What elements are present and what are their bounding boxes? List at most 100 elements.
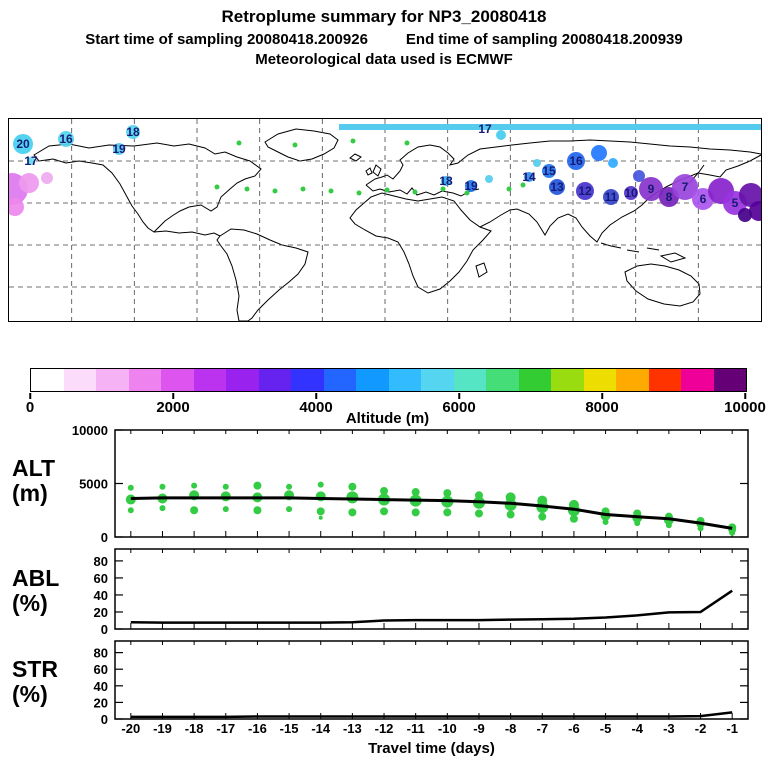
altitude-dot [380,486,389,495]
y-tick-label: 80 [94,554,108,569]
colorbar-segment [31,369,64,391]
colorbar-segment [453,369,486,391]
plume-dot [300,186,306,192]
colorbar-tick [601,393,603,399]
altitude-dot [286,506,293,513]
plume-day-label: 17 [478,122,492,136]
colorbar-segment [356,369,389,391]
altitude-dot [127,507,134,514]
plume-circle [496,130,506,140]
altitude-dot [665,522,672,529]
altitude-dot [159,483,166,490]
altitude-dot [443,489,452,498]
alt-panel-label-line1: ALT [12,455,56,481]
coast-indonesia-2 [626,249,640,253]
sampling-times: Start time of sampling 20080418.200926 E… [0,31,768,48]
colorbar-segment [96,369,129,391]
altitude-dot [602,519,609,526]
x-tick-label: -4 [631,721,643,736]
abl-panel-label-line2: (%) [12,589,48,616]
altitude-dot [286,483,293,490]
coast-central-america [153,230,221,237]
y-tick-label: 40 [94,679,108,694]
str-panel-label-line1: STR [12,656,58,682]
x-tick-label: -3 [663,721,675,736]
plume-day-label: 16 [59,132,73,146]
altitude-dot [348,482,357,491]
coast-madagascar [475,262,488,278]
plume-dot [356,190,362,196]
coast-mediterranean [365,184,480,197]
plume-dot [440,186,446,192]
world-map-panel: 20 16 17 18 19 16 15 14 13 12 11 10 18 19 9 8 7 6 5 17 [8,118,762,322]
y-tick-label: 0 [101,530,108,545]
colorbar-segment [518,369,551,391]
alt-panel-box [114,429,749,538]
coastlines [33,128,761,321]
plume-circle [567,152,585,170]
x-tick-label: -17 [216,721,235,736]
abl-panel-box [114,548,749,630]
plume-circle [633,170,645,182]
altitude-dot [729,529,736,536]
map-grid [9,119,761,321]
altitude-dot [222,506,229,513]
x-tick-label: -8 [505,721,517,736]
str-line [130,711,733,719]
coast-africa [349,192,492,294]
altitude-dot [411,488,420,497]
plume-circle [608,158,618,168]
plume-circle [576,182,594,200]
y-tick-label: 80 [94,646,108,661]
colorbar-tick [172,393,174,399]
plume-dot [214,184,220,190]
plume-circle [58,131,74,147]
plume-dot [350,138,356,144]
plume-day-label: 15 [542,164,556,178]
plume-circle [739,183,761,207]
header: Retroplume summary for NP3_20080418 Star… [0,0,768,68]
x-tick-label: -14 [311,721,331,736]
sampling-end-label: End time of sampling 20080418.200939 [405,31,683,48]
y-tick-label: 20 [94,605,108,620]
plume-circle [749,201,761,221]
coast-indonesia-3 [646,247,660,251]
plume-day-label: 17 [24,154,38,168]
altitude-dot [380,507,389,516]
plume-circle [524,172,534,182]
plume-day-label: 13 [550,180,564,194]
plume-circle [9,198,24,216]
y-tick-label: 10000 [72,425,108,438]
x-tick-label: -10 [438,721,457,736]
altitude-dot [220,491,231,502]
alt-line [130,496,733,530]
abl-line [130,589,733,624]
altitude-dot [538,512,547,521]
colorbar-segment [128,369,161,391]
plume-day-label: 19 [464,179,478,193]
y-tick-label: 0 [101,622,108,637]
plume-dot [384,187,390,193]
colorbar-segment [583,369,616,391]
plume-day-label: 11 [605,190,618,204]
colorbar-segment [291,369,324,391]
x-tick-label: -1 [726,721,738,736]
colorbar-tick-label: 6000 [442,399,476,416]
altitude-dot [443,508,452,517]
y-tick-label: 40 [94,588,108,603]
plume-dot [272,188,278,194]
plume-day-label: 12 [578,184,592,198]
plume-day-label: 20 [16,137,30,151]
str-panel-label-line2: (%) [12,680,48,707]
colorbar-segment [648,369,681,391]
coast-south-america [216,228,309,321]
altitude-dot [411,508,420,517]
x-tick-label: -5 [600,721,612,736]
plume-circle [41,172,53,184]
coast-greenland [264,128,339,162]
plume-dot [506,186,512,192]
plume-circle [738,208,752,222]
altitude-dot [253,481,262,490]
plume-circle [672,174,698,200]
